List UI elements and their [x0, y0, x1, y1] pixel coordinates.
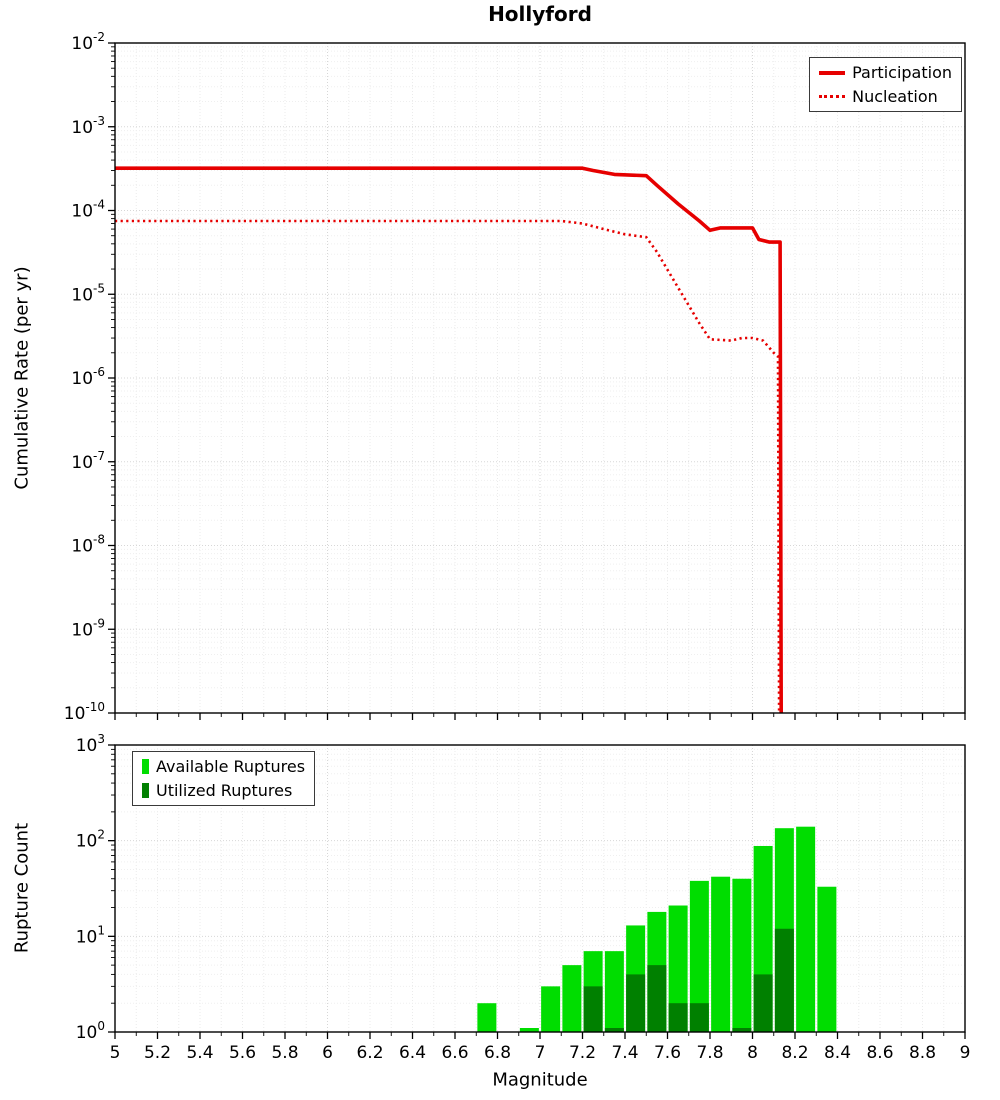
svg-text:7.2: 7.2	[569, 1043, 596, 1063]
svg-text:6.8: 6.8	[484, 1043, 511, 1063]
panel-cumulative-rate: 10-2 10-3 10-4 10-5 10-6 10-7 10-8 10-9 10-10	[64, 30, 966, 724]
svg-text:5.4: 5.4	[186, 1043, 213, 1063]
svg-text:102: 102	[76, 828, 105, 852]
legend-item-utilized-ruptures: Utilized Ruptures	[142, 781, 305, 800]
svg-text:8.2: 8.2	[781, 1043, 808, 1063]
svg-text:100: 100	[76, 1019, 105, 1043]
svg-text:6.6: 6.6	[441, 1043, 468, 1063]
svg-text:7.6: 7.6	[654, 1043, 681, 1063]
bottom-y-axis-label: Rupture Count	[11, 822, 33, 954]
svg-text:9: 9	[960, 1043, 971, 1063]
rupture-legend: Available Ruptures Utilized Ruptures	[132, 751, 316, 806]
chart-title: Hollyford	[488, 2, 592, 26]
available-ruptures-swatch-icon	[142, 759, 149, 774]
legend-item-nucleation: Nucleation	[819, 87, 952, 106]
top-y-axis-label: Cumulative Rate (per yr)	[11, 266, 33, 490]
svg-text:6: 6	[322, 1043, 333, 1063]
svg-text:8: 8	[747, 1043, 758, 1063]
svg-text:10-3: 10-3	[71, 114, 105, 138]
svg-text:7.8: 7.8	[696, 1043, 723, 1063]
nucleation-legend-label: Nucleation	[852, 87, 938, 106]
svg-text:7: 7	[535, 1043, 546, 1063]
svg-text:10-5: 10-5	[71, 281, 105, 305]
participation-legend-label: Participation	[852, 63, 952, 82]
svg-text:101: 101	[76, 923, 105, 947]
svg-text:10-6: 10-6	[71, 365, 105, 389]
x-axis-label: Magnitude	[492, 1069, 588, 1091]
svg-text:10-9: 10-9	[71, 616, 105, 640]
svg-text:7.4: 7.4	[611, 1043, 638, 1063]
utilized-ruptures-legend-label: Utilized Ruptures	[156, 781, 293, 800]
svg-text:5: 5	[110, 1043, 121, 1063]
svg-text:10-4: 10-4	[71, 198, 105, 222]
svg-text:10-10: 10-10	[64, 700, 105, 724]
svg-text:8.8: 8.8	[909, 1043, 936, 1063]
svg-text:8.4: 8.4	[824, 1043, 851, 1063]
svg-text:5.8: 5.8	[271, 1043, 298, 1063]
svg-text:10-7: 10-7	[71, 449, 105, 473]
svg-text:6.4: 6.4	[399, 1043, 426, 1063]
svg-text:10-2: 10-2	[71, 30, 105, 54]
participation-line-icon	[819, 70, 846, 75]
legend-item-available-ruptures: Available Ruptures	[142, 757, 305, 776]
svg-text:103: 103	[76, 732, 105, 756]
nucleation-line-icon	[819, 95, 846, 98]
svg-text:6.2: 6.2	[356, 1043, 383, 1063]
svg-text:8.6: 8.6	[866, 1043, 893, 1063]
svg-text:5.6: 5.6	[229, 1043, 256, 1063]
rate-legend: Participation Nucleation	[809, 57, 962, 112]
utilized-ruptures-swatch-icon	[142, 783, 149, 798]
legend-item-participation: Participation	[819, 63, 952, 82]
svg-text:10-8: 10-8	[71, 533, 105, 557]
svg-text:5.2: 5.2	[144, 1043, 171, 1063]
available-ruptures-legend-label: Available Ruptures	[156, 757, 306, 776]
